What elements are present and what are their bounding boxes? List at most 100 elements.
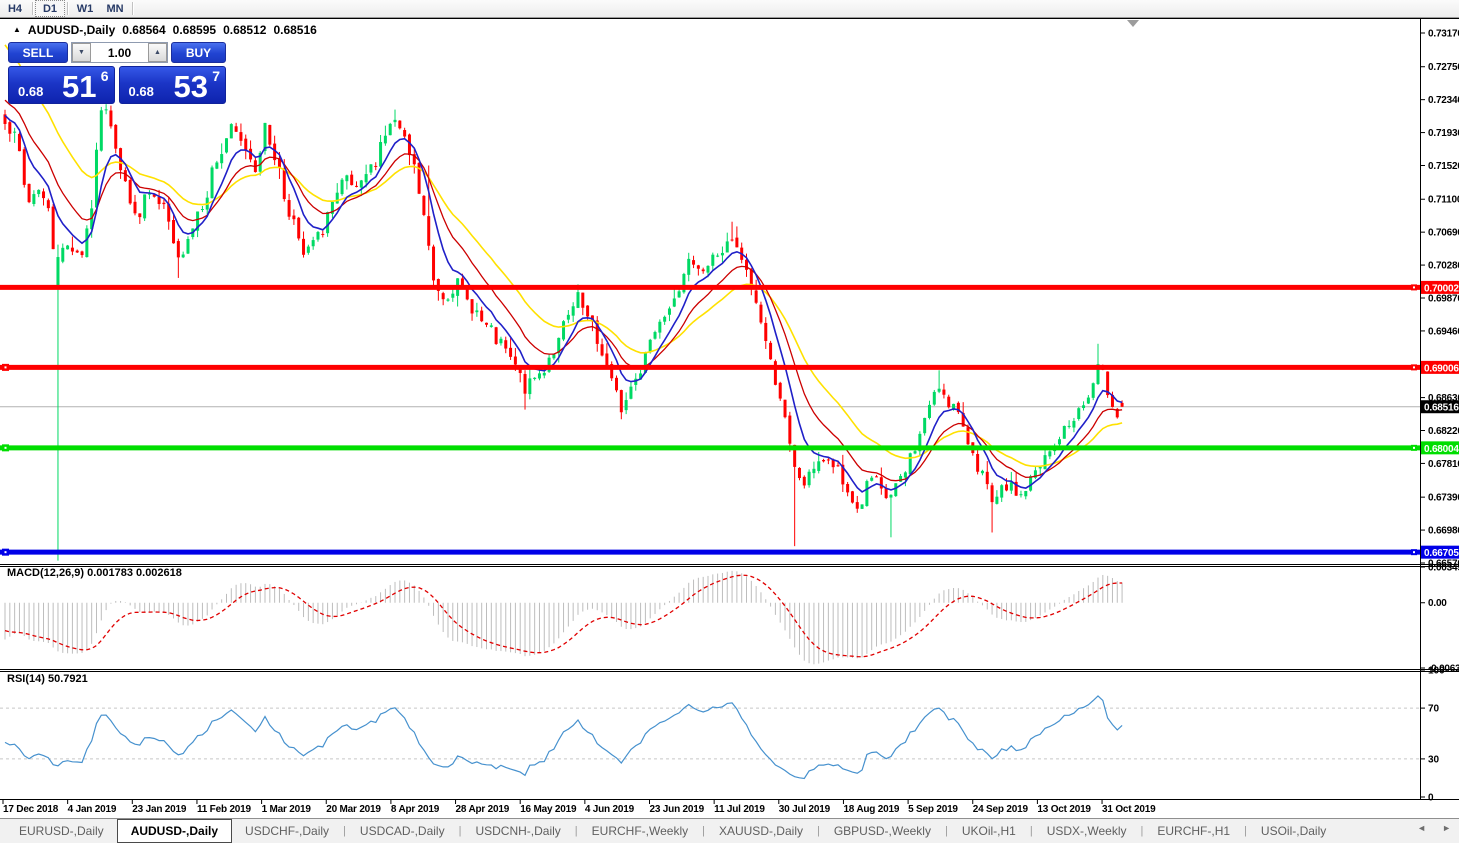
chart-tab-ukoil-h1[interactable]: UKOil-,H1 (961, 823, 1016, 838)
sell-button[interactable]: SELL (8, 42, 68, 63)
chart-tab-usoil-daily[interactable]: USOil-,Daily (1260, 823, 1327, 838)
sell-price-big-digits: 51 (62, 69, 97, 104)
buy-price-pipette: 7 (212, 68, 220, 84)
tab-separator: | (1140, 825, 1144, 837)
buy-button[interactable]: BUY (171, 42, 226, 63)
chart-tab-eurusd-daily[interactable]: EURUSD-,Daily (19, 823, 104, 838)
svg-text:13 Oct 2019: 13 Oct 2019 (1037, 804, 1091, 815)
svg-text:0.66705: 0.66705 (1424, 548, 1459, 559)
tab-separator: | (574, 825, 578, 837)
chart-tab-usdchf-daily[interactable]: USDCHF-,Daily (245, 823, 330, 838)
svg-text:0.68516: 0.68516 (1424, 403, 1459, 414)
svg-text:5 Sep 2019: 5 Sep 2019 (908, 804, 958, 815)
chart-symbol-label: AUDUSD-,Daily (27, 23, 116, 37)
chart-tab-usdcnh-daily[interactable]: USDCNH-,Daily (475, 823, 561, 838)
svg-text:4 Jun 2019: 4 Jun 2019 (585, 804, 635, 815)
chart-tab-usdx-weekly[interactable]: USDX-,Weekly (1046, 823, 1127, 838)
tab-scroll-right-icon[interactable]: ► (1442, 823, 1451, 833)
timeframe-toolbar: H4 D1 W1 MN (0, 0, 1459, 18)
volume-spinner: ▼ ▲ (71, 42, 168, 63)
svg-text:30: 30 (1428, 754, 1440, 765)
sell-price-quote[interactable]: 0.68 51 6 (8, 66, 115, 104)
tab-scroll-arrows: ◄ ► (1417, 823, 1451, 833)
sell-price-prefix: 0.68 (18, 84, 44, 99)
svg-text:11 Jul 2019: 11 Jul 2019 (714, 804, 765, 815)
ohlc-close: 0.68516 (273, 23, 317, 37)
chart-tab-eurchf-h1[interactable]: EURCHF-,H1 (1157, 823, 1231, 838)
svg-text:11 Feb 2019: 11 Feb 2019 (197, 804, 252, 815)
svg-text:0.71100: 0.71100 (1428, 195, 1459, 206)
sell-price-pipette: 6 (100, 68, 109, 84)
buy-price-prefix: 0.68 (128, 84, 154, 99)
svg-text:0.00: 0.00 (1428, 598, 1447, 609)
one-click-trading-panel: SELL ▼ ▲ BUY 0.68 51 6 0.68 53 7 (8, 42, 226, 104)
symbol-marker-icon: ▲ (13, 25, 21, 34)
rsi-indicator-label: RSI(14) 50.7921 (7, 673, 88, 685)
svg-text:70: 70 (1428, 704, 1440, 715)
svg-text:4 Jan 2019: 4 Jan 2019 (68, 804, 117, 815)
svg-text:0.68004: 0.68004 (1424, 444, 1459, 455)
volume-increase-icon[interactable]: ▲ (148, 43, 167, 62)
svg-text:0.69006: 0.69006 (1424, 363, 1459, 374)
volume-input[interactable] (91, 43, 148, 62)
chart-title: ▲ AUDUSD-,Daily 0.68564 0.68595 0.68512 … (13, 23, 317, 37)
svg-text:0.00349: 0.00349 (1428, 563, 1459, 574)
svg-text:16 May 2019: 16 May 2019 (520, 804, 577, 815)
ohlc-low: 0.68512 (223, 23, 267, 37)
tab-separator: | (1244, 825, 1247, 837)
buy-price-big-digits: 53 (173, 69, 208, 104)
svg-text:0.70002: 0.70002 (1424, 283, 1459, 294)
ohlc-high: 0.68595 (172, 23, 217, 37)
svg-text:0: 0 (1428, 793, 1434, 804)
timeframe-button-h4[interactable]: H4 (0, 0, 30, 17)
level-lines-layer: 0.70002 0.69006 0.68004 0.66705 0.68516 (0, 280, 1459, 559)
chart-tab-usdcad-daily[interactable]: USDCAD-,Daily (359, 823, 445, 838)
chart-tab-audusd-daily[interactable]: AUDUSD-,Daily (116, 818, 233, 843)
chart-shift-marker-icon (1127, 20, 1139, 27)
tab-separator: | (343, 825, 346, 837)
svg-text:8 Apr 2019: 8 Apr 2019 (391, 804, 440, 815)
volume-decrease-icon[interactable]: ▼ (72, 43, 91, 62)
svg-text:24 Sep 2019: 24 Sep 2019 (973, 804, 1029, 815)
timeframe-button-w1[interactable]: W1 (70, 0, 100, 17)
svg-text:17 Dec 2018: 17 Dec 2018 (3, 804, 59, 815)
buy-price-quote[interactable]: 0.68 53 7 (118, 66, 226, 104)
tab-separator: | (458, 825, 462, 837)
svg-text:1 Mar 2019: 1 Mar 2019 (262, 804, 312, 815)
macd-layer (4, 570, 1123, 665)
svg-text:20 Mar 2019: 20 Mar 2019 (326, 804, 381, 815)
timeframe-button-mn[interactable]: MN (100, 0, 130, 17)
toolbar-separator (67, 2, 68, 15)
tab-scroll-left-icon[interactable]: ◄ (1417, 823, 1427, 833)
chart-tab-bar: EURUSD-,Daily AUDUSD-,Daily USDCHF-,Daily |… (0, 818, 1459, 843)
moving-averages-layer (4, 44, 1123, 493)
toolbar-separator (132, 2, 133, 15)
ohlc-open: 0.68564 (122, 23, 166, 37)
svg-text:28 Apr 2019: 28 Apr 2019 (456, 804, 510, 815)
rsi-layer (0, 695, 1420, 780)
svg-text:23 Jan 2019: 23 Jan 2019 (132, 804, 187, 815)
timeframe-button-d1[interactable]: D1 (35, 0, 65, 17)
chart-tab-xauusd-daily[interactable]: XAUUSD-,Daily (718, 823, 803, 838)
chart-tab-eurchf-weekly[interactable]: EURCHF-,Weekly (591, 823, 689, 838)
chart-tab-gbpusd-weekly[interactable]: GBPUSD-,Weekly (833, 823, 931, 838)
svg-text:18 Aug 2019: 18 Aug 2019 (843, 804, 899, 815)
tab-separator: | (1029, 825, 1033, 837)
tab-separator: | (944, 825, 948, 837)
tab-separator: | (702, 825, 705, 837)
